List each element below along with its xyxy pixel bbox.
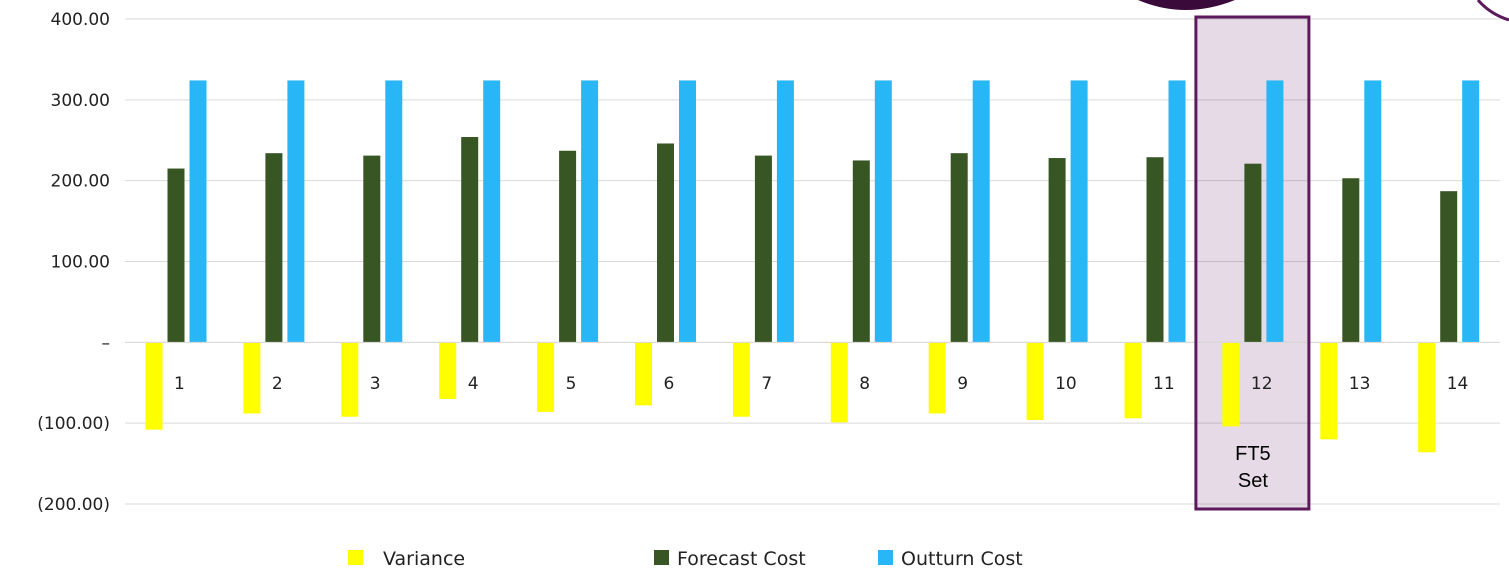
bar-forecast-cost: [1244, 164, 1261, 343]
bar-forecast-cost: [363, 156, 380, 343]
bar-outturn-cost: [777, 80, 794, 342]
bar-forecast-cost: [853, 160, 870, 342]
bar-variance: [1418, 342, 1435, 452]
x-tick-label: 2: [272, 374, 283, 394]
bar-outturn-cost: [1169, 80, 1186, 342]
bar-outturn-cost: [581, 80, 598, 342]
y-axis-tick-labels: 400.00 300.00 200.00 100.00 – (100.00) (200.00…: [37, 10, 110, 515]
bar-forecast-cost: [755, 156, 772, 343]
bar-outturn-cost: [190, 80, 207, 342]
x-tick-label: 6: [664, 374, 675, 394]
bar-forecast-cost: [1440, 191, 1457, 342]
y-tick-label: 400.00: [51, 10, 110, 30]
x-tick-label: 4: [468, 374, 479, 394]
x-tick-label: 13: [1349, 374, 1371, 394]
bar-variance: [733, 342, 750, 416]
y-tick-label: (100.00): [37, 414, 110, 434]
bar-forecast-cost: [1147, 157, 1164, 342]
bar-forecast-cost: [461, 137, 478, 342]
y-tick-label: 300.00: [51, 91, 110, 111]
x-tick-label: 12: [1251, 374, 1273, 394]
bar-outturn-cost: [875, 80, 892, 342]
y-tick-label: (200.00): [37, 495, 110, 515]
legend-swatch: [348, 550, 363, 565]
bar-outturn-cost: [1071, 80, 1088, 342]
bar-variance: [341, 342, 358, 416]
bar-variance: [635, 342, 652, 405]
bar-forecast-cost: [168, 169, 185, 343]
x-tick-label: 5: [566, 374, 577, 394]
bar-outturn-cost: [287, 80, 304, 342]
bar-forecast-cost: [265, 153, 282, 342]
x-tick-label: 9: [957, 374, 968, 394]
x-tick-label: 1: [174, 374, 185, 394]
bar-forecast-cost: [1342, 178, 1359, 342]
bar-outturn-cost: [679, 80, 696, 342]
decorative-arcs: [1138, 0, 1509, 20]
bar-variance: [831, 342, 848, 422]
bar-variance: [1222, 342, 1239, 426]
x-tick-label: 8: [859, 374, 870, 394]
bar-variance: [929, 342, 946, 413]
bar-variance: [146, 342, 163, 429]
bar-outturn-cost: [1462, 80, 1479, 342]
decorative-arc-left: [1138, 0, 1235, 10]
bar-forecast-cost: [657, 143, 674, 342]
bar-forecast-cost: [951, 153, 968, 342]
y-tick-label: –: [102, 333, 111, 353]
bar-outturn-cost: [483, 80, 500, 342]
bar-outturn-cost: [1266, 80, 1283, 342]
legend-label: Outturn Cost: [901, 548, 1023, 570]
x-tick-label: 11: [1153, 374, 1175, 394]
x-tick-label: 10: [1055, 374, 1077, 394]
bar-outturn-cost: [973, 80, 990, 342]
legend-swatch: [654, 550, 669, 565]
y-tick-label: 200.00: [51, 172, 110, 192]
bar-variance: [243, 342, 260, 413]
bar-variance: [1027, 342, 1044, 420]
legend: Variance Forecast Cost Outturn Cost: [348, 548, 1023, 570]
bar-variance: [1125, 342, 1142, 418]
y-tick-label: 100.00: [51, 253, 110, 273]
bar-outturn-cost: [385, 80, 402, 342]
bar-outturn-cost: [1364, 80, 1381, 342]
bar-forecast-cost: [1049, 158, 1066, 342]
bar-variance: [1320, 342, 1337, 439]
bar-variance: [439, 342, 456, 399]
x-tick-label: 3: [370, 374, 381, 394]
bar-forecast-cost: [559, 151, 576, 343]
legend-swatch: [878, 550, 893, 565]
decorative-arc-right: [1478, 0, 1509, 20]
legend-label: Forecast Cost: [677, 548, 806, 570]
x-tick-label: 14: [1447, 374, 1469, 394]
annotation-text: FT5: [1235, 443, 1271, 465]
bar-variance: [537, 342, 554, 412]
annotation-text: Set: [1238, 470, 1268, 492]
x-tick-label: 7: [761, 374, 772, 394]
legend-label: Variance: [383, 548, 465, 570]
